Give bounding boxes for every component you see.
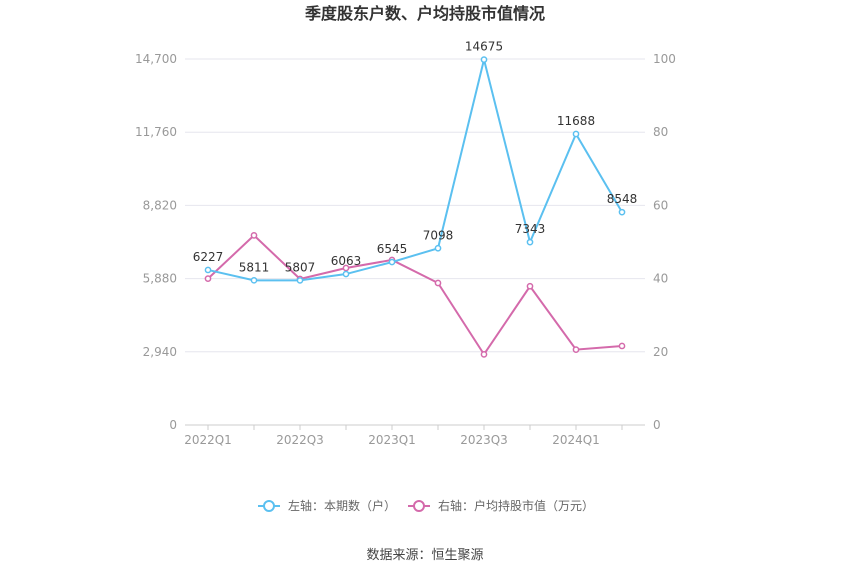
left-tick-label: 0 — [169, 418, 177, 432]
data-point-right — [480, 351, 488, 358]
series-group — [204, 56, 626, 358]
chart-title: 季度股东户数、户均持股市值情况 — [304, 4, 545, 23]
left-axis-ticks: 0 2,940 5,880 8,820 11,760 14,700 — [135, 52, 177, 432]
data-labels: 6227 5811 5807 6063 6545 7098 14675 7343 11688 85… — [193, 40, 638, 275]
data-point-left — [526, 238, 534, 246]
legend-item: 左轴：本期数（户） — [258, 498, 396, 513]
left-tick-label: 14,700 — [135, 52, 177, 66]
series-line-left — [207, 59, 623, 282]
data-label: 6063 — [331, 254, 362, 268]
data-label: 7098 — [423, 228, 454, 242]
data-label: 6545 — [377, 242, 408, 256]
data-point-left — [480, 56, 488, 63]
data-point-left — [572, 130, 580, 138]
left-tick-label: 5,880 — [143, 272, 177, 286]
data-label: 14675 — [465, 40, 503, 54]
x-tick-label: 2022Q1 — [184, 433, 232, 447]
data-label: 7343 — [515, 222, 546, 236]
data-point-right — [572, 346, 580, 353]
data-point-right — [526, 282, 534, 290]
legend-label: 右轴：户均持股市值（万元） — [438, 498, 594, 513]
right-axis-ticks: 0 20 40 60 80 100 — [653, 52, 676, 432]
left-tick-label: 8,820 — [143, 198, 177, 212]
x-tick-label: 2024Q1 — [552, 433, 600, 447]
x-axis-ticks: 2022Q1 2022Q3 2023Q1 2023Q3 2024Q1 — [184, 425, 623, 447]
data-point-right — [618, 342, 626, 350]
right-tick-label: 40 — [653, 272, 668, 286]
x-tick-label: 2022Q3 — [276, 433, 324, 447]
legend: 左轴：本期数（户） 右轴：户均持股市值（万元） — [258, 498, 594, 513]
left-tick-label: 11,760 — [135, 125, 177, 139]
x-tick-label: 2023Q1 — [368, 433, 416, 447]
data-point-right — [434, 279, 442, 287]
left-tick-label: 2,940 — [143, 345, 177, 359]
right-tick-label: 60 — [653, 198, 668, 212]
data-point-left — [388, 258, 396, 266]
source-text: 数据来源：恒生聚源 — [366, 548, 483, 563]
data-label: 5807 — [285, 260, 316, 274]
legend-marker — [263, 500, 275, 512]
right-tick-label: 100 — [653, 52, 676, 66]
legend-label: 左轴：本期数（户） — [288, 498, 396, 513]
data-point-left — [296, 277, 304, 284]
right-tick-label: 20 — [653, 345, 668, 359]
data-point-right — [204, 275, 212, 282]
data-point-left — [434, 244, 442, 252]
legend-marker — [413, 500, 425, 512]
data-label: 6227 — [193, 250, 224, 264]
data-label: 11688 — [557, 114, 595, 128]
data-label: 5811 — [239, 260, 270, 274]
data-point-right — [342, 264, 350, 272]
series-line-right — [207, 234, 623, 357]
data-point-left — [204, 266, 212, 274]
data-point-right — [250, 232, 258, 239]
right-tick-label: 0 — [653, 418, 661, 432]
data-label: 8548 — [607, 192, 638, 206]
grid-lines — [185, 58, 645, 426]
right-tick-label: 80 — [653, 125, 668, 139]
data-point-left — [618, 208, 626, 216]
legend-item: 右轴：户均持股市值（万元） — [408, 498, 594, 513]
data-point-left — [250, 276, 258, 284]
data-point-left — [342, 270, 350, 278]
x-tick-label: 2023Q3 — [460, 433, 508, 447]
